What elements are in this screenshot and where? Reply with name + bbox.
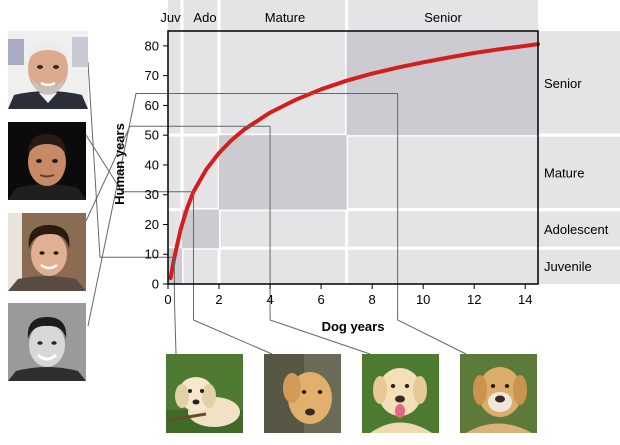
- highlight-boxes: [168, 31, 538, 284]
- dog-stage-label: Mature: [265, 10, 305, 25]
- plot-frame: [167, 30, 539, 285]
- connector-line-human: [87, 93, 398, 327]
- portrait-middle-aged-man: [8, 122, 86, 200]
- dog-photo-puppy: [166, 354, 243, 433]
- x-tick-label: 10: [416, 292, 430, 307]
- human-stage-label: Mature: [544, 165, 584, 180]
- connector-line-dog: [269, 126, 371, 355]
- x-tick-label: 0: [164, 292, 171, 307]
- dog-stage-label: Senior: [424, 10, 462, 25]
- dog-photo-adult: [362, 354, 439, 433]
- y-tick-label: 50: [145, 128, 159, 143]
- x-tick-label: 4: [266, 292, 273, 307]
- age-curve-series: [168, 42, 540, 280]
- x-axis-title: Dog years: [322, 319, 385, 334]
- y-tick-label: 10: [145, 247, 159, 262]
- human-stage-label: Senior: [544, 76, 582, 91]
- dog-stage-label: Ado: [193, 10, 216, 25]
- x-tick-label: 8: [369, 292, 376, 307]
- highlight-box: [182, 209, 220, 249]
- human-stage-label: Juvenile: [544, 259, 592, 274]
- y-tick-label: 0: [152, 277, 159, 292]
- x-tick-label: 6: [317, 292, 324, 307]
- x-tick-label: 2: [215, 292, 222, 307]
- connector-line-dog: [173, 257, 177, 355]
- highlight-box: [219, 135, 347, 210]
- x-tick-label: 14: [518, 292, 532, 307]
- connector-line-human: [85, 125, 271, 222]
- connector-line-human: [87, 61, 175, 258]
- band-labels: Juv Ado Mature Senior Juvenile Adolescent Matu…: [160, 10, 608, 274]
- axis-ticks: 0 10 20 30 40 50 60 70 80 0 2 4 6 8 10 12 14: [145, 38, 533, 307]
- y-axis-title: Human years: [112, 123, 127, 205]
- human-stage-row: [168, 249, 620, 284]
- y-tick-label: 30: [145, 187, 159, 202]
- portrait-young-man: [8, 213, 86, 291]
- y-tick-label: 20: [145, 217, 159, 232]
- portrait-boy: [8, 303, 86, 381]
- connector-lines: [85, 61, 467, 355]
- connector-line-human: [85, 134, 194, 193]
- age-curve-line: [168, 42, 540, 280]
- connector-line-dog: [193, 191, 273, 355]
- x-tick-label: 12: [467, 292, 481, 307]
- dog-stage-label: Juv: [160, 10, 181, 25]
- y-tick-label: 40: [145, 157, 159, 172]
- y-tick-label: 70: [145, 68, 159, 83]
- dog-photo-senior: [460, 354, 537, 433]
- human-stage-label: Adolescent: [544, 222, 609, 237]
- portrait-senior-man: [8, 31, 88, 109]
- human-stage-row: [168, 211, 620, 247]
- connector-line-dog: [397, 93, 467, 355]
- y-tick-label: 60: [145, 98, 159, 113]
- y-tick-label: 80: [145, 38, 159, 53]
- dog-photo-young: [264, 354, 341, 433]
